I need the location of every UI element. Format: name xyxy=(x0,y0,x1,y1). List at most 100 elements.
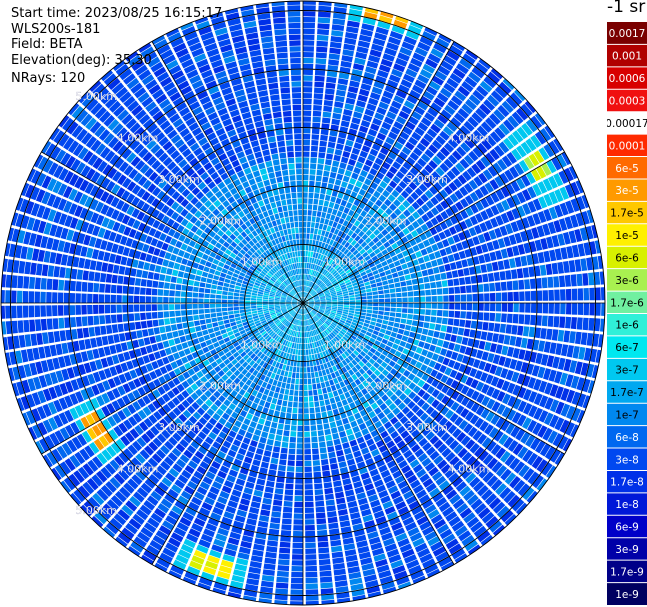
beta-cell xyxy=(345,453,354,461)
beta-cell xyxy=(15,350,23,364)
beta-cell xyxy=(177,403,186,413)
beta-cell xyxy=(297,337,300,344)
beta-cell xyxy=(281,325,286,331)
beta-cell xyxy=(583,288,590,301)
beta-cell xyxy=(291,560,303,566)
beta-cell xyxy=(376,336,383,342)
beta-cell xyxy=(391,242,399,250)
beta-cell xyxy=(336,401,343,408)
beta-cell xyxy=(106,325,113,334)
beta-cell xyxy=(120,362,129,372)
beta-cell xyxy=(283,333,288,339)
beta-cell xyxy=(204,308,210,314)
beta-cell xyxy=(355,51,368,60)
beta-cell xyxy=(329,534,341,541)
beta-cell xyxy=(242,344,249,351)
beta-cell xyxy=(241,361,249,368)
beta-cell xyxy=(327,183,334,190)
beta-cell xyxy=(350,381,357,389)
beta-cell xyxy=(444,367,453,376)
beta-cell xyxy=(185,334,192,341)
beta-cell xyxy=(368,54,381,63)
beta-cell xyxy=(314,278,319,284)
beta-cell xyxy=(115,343,123,353)
beta-cell xyxy=(98,370,107,381)
beta-cell xyxy=(170,324,178,331)
beta-cell xyxy=(252,313,258,317)
beta-cell xyxy=(217,320,224,326)
beta-cell xyxy=(373,385,381,393)
beta-cell xyxy=(534,327,541,339)
beta-cell xyxy=(406,559,420,570)
beta-cell xyxy=(111,354,120,365)
beta-cell xyxy=(351,147,361,155)
beta-cell xyxy=(269,307,275,311)
beta-cell xyxy=(345,202,353,209)
beta-cell xyxy=(303,343,306,350)
beta-cell xyxy=(450,95,463,106)
beta-cell xyxy=(217,350,225,357)
beta-cell xyxy=(375,26,389,36)
beta-cell xyxy=(231,574,245,583)
beta-cell xyxy=(388,238,396,245)
beta-cell xyxy=(441,395,450,405)
beta-cell xyxy=(367,153,376,162)
beta-cell xyxy=(159,366,168,375)
beta-cell xyxy=(455,260,463,269)
beta-cell xyxy=(168,411,177,420)
beta-cell xyxy=(315,240,319,247)
beta-cell xyxy=(288,354,293,360)
beta-cell xyxy=(331,254,337,261)
beta-cell xyxy=(523,350,532,362)
beta-cell xyxy=(421,373,430,382)
beta-cell xyxy=(274,594,288,601)
beta-cell xyxy=(442,287,449,295)
beta-cell xyxy=(188,460,198,470)
beta-cell xyxy=(384,293,390,298)
beta-cell xyxy=(460,209,469,220)
beta-cell xyxy=(306,361,310,367)
beta-cell xyxy=(167,400,176,410)
beta-cell xyxy=(485,195,495,206)
beta-cell xyxy=(316,46,328,53)
beta-cell xyxy=(305,337,308,344)
beta-cell xyxy=(434,70,448,81)
beta-cell xyxy=(403,268,410,275)
beta-cell xyxy=(292,304,298,307)
beta-cell xyxy=(272,360,277,367)
beta-cell xyxy=(355,274,361,279)
beta-cell xyxy=(225,543,238,552)
beta-cell xyxy=(461,396,470,407)
beta-cell xyxy=(312,210,317,217)
beta-cell xyxy=(329,347,335,353)
beta-cell xyxy=(307,313,310,319)
beta-cell xyxy=(402,297,408,303)
beta-cell xyxy=(424,230,433,239)
beta-cell xyxy=(422,31,436,42)
beta-cell xyxy=(194,275,201,282)
beta-cell xyxy=(331,166,338,173)
beta-cell xyxy=(350,225,357,232)
beta-cell xyxy=(313,365,318,372)
beta-cell xyxy=(368,128,378,137)
beta-cell xyxy=(296,449,303,455)
beta-cell xyxy=(312,122,321,129)
beta-cell xyxy=(339,330,346,336)
beta-cell xyxy=(295,307,300,312)
beta-cell xyxy=(156,358,164,367)
beta-cell xyxy=(386,389,394,398)
beta-cell xyxy=(298,308,301,314)
beta-cell xyxy=(57,292,64,303)
beta-cell xyxy=(171,447,182,458)
beta-cell xyxy=(326,304,332,306)
beta-cell xyxy=(402,303,408,308)
beta-cell xyxy=(158,319,165,326)
beta-cell xyxy=(423,179,432,189)
beta-cell xyxy=(538,196,548,209)
beta-cell xyxy=(536,459,548,473)
beta-cell xyxy=(96,395,105,407)
beta-cell xyxy=(336,292,343,296)
beta-cell xyxy=(327,284,333,289)
beta-cell xyxy=(468,133,480,145)
beta-cell xyxy=(248,566,261,574)
